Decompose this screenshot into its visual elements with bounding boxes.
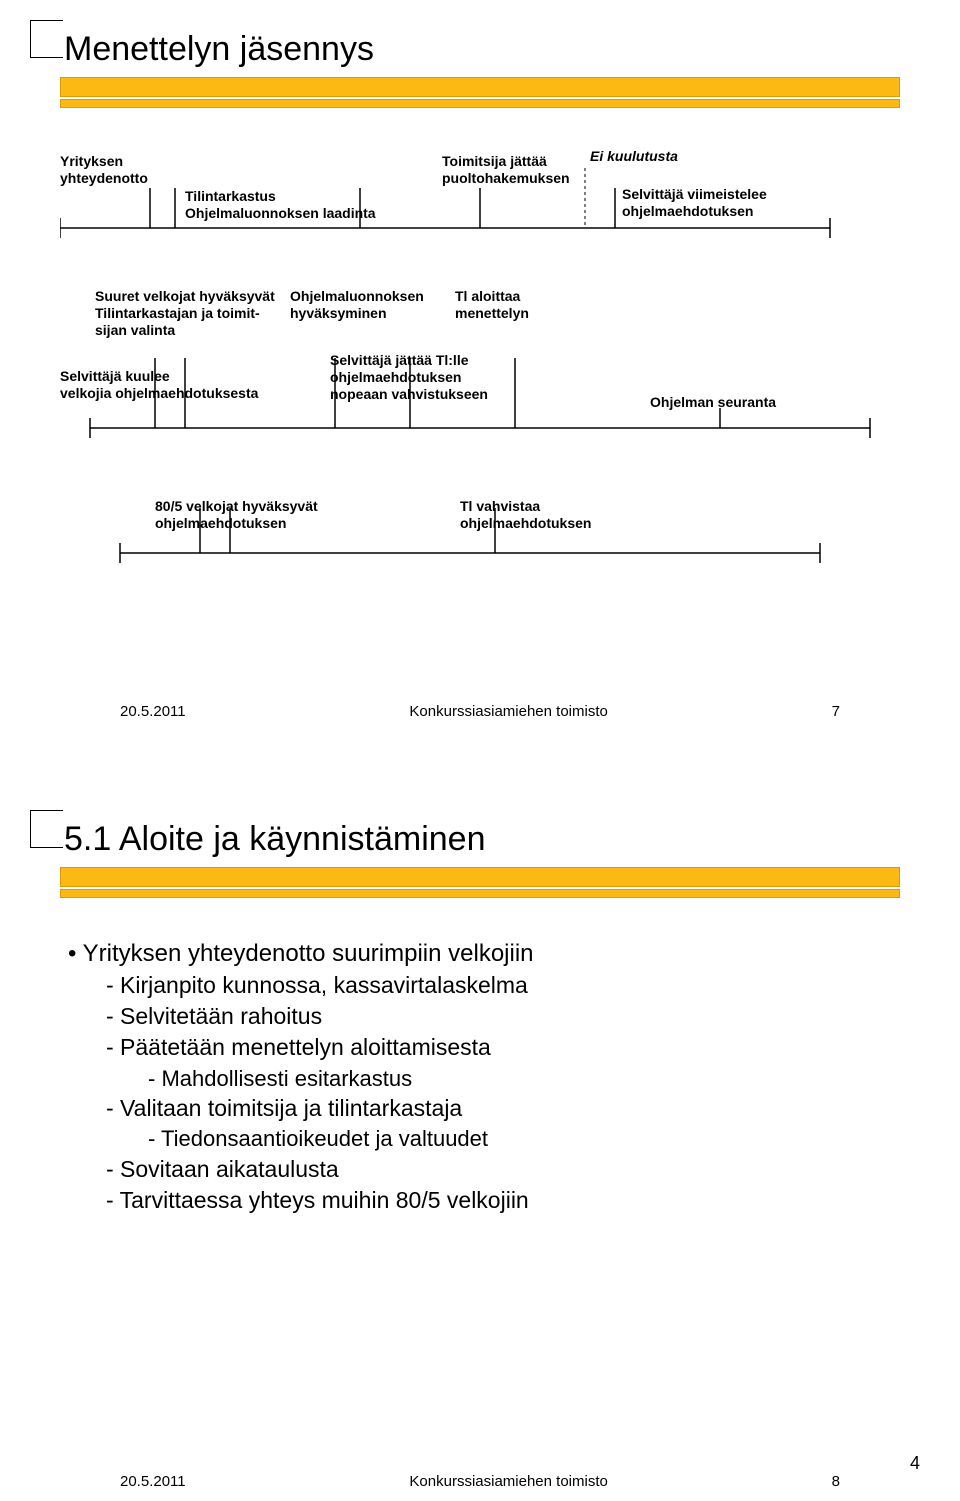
title-tab-decor: [30, 20, 63, 58]
bullet-item: - Tarvittaessa yhteys muihin 80/5 velkoj…: [106, 1185, 900, 1216]
bullet-item: - Tiedonsaantioikeudet ja valtuudet: [148, 1124, 900, 1154]
sheet-page-number: 4: [910, 1453, 920, 1474]
title-band-thin: [60, 889, 900, 898]
lbl-suuret-velkojat: Suuret velkojat hyväksyvät Tilintarkasta…: [95, 288, 275, 338]
lbl-tl-aloittaa: Tl aloittaa menettelyn: [455, 288, 529, 322]
bullet-item: - Mahdollisesti esitarkastus: [148, 1064, 900, 1094]
footer-center: Konkurssiasiamiehen toimisto: [409, 1473, 607, 1490]
lbl-toimitsija: Toimitsija jättää puoltohakemuksen: [442, 153, 570, 187]
bullet-list: • Yrityksen yhteydenotto suurimpiin velk…: [60, 918, 900, 1216]
lbl-805: 80/5 velkojat hyväksyvät ohjelmaehdotuks…: [155, 498, 318, 532]
lbl-viimeistelee: Selvittäjä viimeistelee ohjelmaehdotukse…: [622, 186, 767, 220]
bullet-item: • Yrityksen yhteydenotto suurimpiin velk…: [68, 938, 900, 970]
slide-2: 5.1 Aloite ja käynnistäminen • Yrityksen…: [0, 750, 960, 1480]
footer-page: 8: [832, 1473, 840, 1490]
lbl-tl-vahvistaa: Tl vahvistaa ohjelmaehdotuksen: [460, 498, 591, 532]
footer-page: 7: [832, 703, 840, 720]
lbl-kuulee: Selvittäjä kuulee velkojia ohjelmaehdotu…: [60, 368, 258, 402]
bullet-item: - Valitaan toimitsija ja tilintarkastaja: [106, 1093, 900, 1124]
slide-body: 5.1 Aloite ja käynnistäminen • Yrityksen…: [60, 820, 900, 1500]
lbl-tilintarkastus: Tilintarkastus Ohjelmaluonnoksen laadint…: [185, 188, 376, 222]
bullet-item: - Päätetään menettelyn aloittamisesta: [106, 1032, 900, 1063]
slide-body: Menettelyn jäsennys: [60, 30, 900, 730]
slide-footer: 20.5.2011 Konkurssiasiamiehen toimisto 8: [120, 1473, 840, 1490]
timeline-diagram: Yrityksen yhteydenotto Tilintarkastus Oh…: [60, 128, 900, 688]
lbl-jattaa-tllle: Selvittäjä jättää Tl:lle ohjelmaehdotuks…: [330, 352, 488, 402]
title-area: 5.1 Aloite ja käynnistäminen: [60, 820, 900, 898]
slide-1: Menettelyn jäsennys: [0, 0, 960, 750]
lbl-yhteydenotto: Yrityksen yhteydenotto: [60, 153, 148, 187]
footer-date: 20.5.2011: [120, 1473, 186, 1490]
bullet-item: - Selvitetään rahoitus: [106, 1001, 900, 1032]
title-area: Menettelyn jäsennys: [60, 30, 900, 108]
slide-title: Menettelyn jäsennys: [64, 30, 900, 69]
slide-footer: 20.5.2011 Konkurssiasiamiehen toimisto 7: [120, 703, 840, 720]
title-band-thin: [60, 99, 900, 108]
bullet-item: - Kirjanpito kunnossa, kassavirtalaskelm…: [106, 970, 900, 1001]
title-tab-decor: [30, 810, 63, 848]
footer-date: 20.5.2011: [120, 703, 186, 720]
slide-title: 5.1 Aloite ja käynnistäminen: [64, 820, 900, 859]
footer-center: Konkurssiasiamiehen toimisto: [409, 703, 607, 720]
lbl-ei-kuulutusta: Ei kuulutusta: [590, 148, 678, 165]
title-band-thick: [60, 77, 900, 97]
bullet-item: - Sovitaan aikataulusta: [106, 1154, 900, 1185]
title-band-thick: [60, 867, 900, 887]
lbl-hyvaksyminen: Ohjelmaluonnoksen hyväksyminen: [290, 288, 424, 322]
lbl-seuranta: Ohjelman seuranta: [650, 394, 776, 411]
